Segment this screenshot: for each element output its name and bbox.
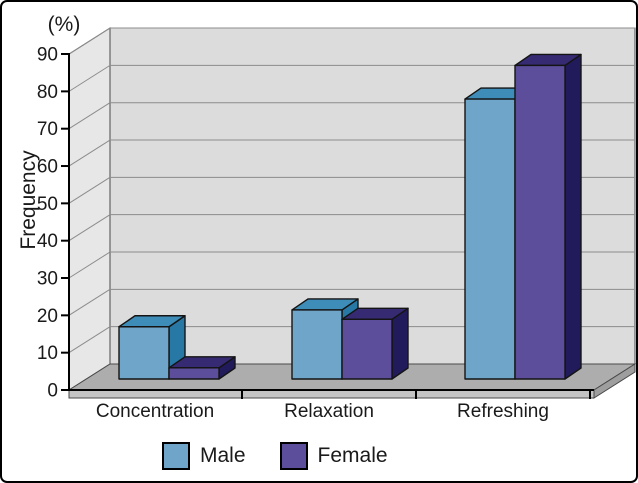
y-axis-title: Frequency xyxy=(17,150,40,250)
bar-female-relaxation xyxy=(341,307,409,380)
y-tick-label: 50 xyxy=(37,194,58,215)
bar-female-refreshing xyxy=(514,53,582,380)
y-tick-label: 60 xyxy=(37,157,58,178)
legend-item-female: Female xyxy=(279,442,388,470)
bar-front-face xyxy=(514,64,566,380)
side-gridline xyxy=(68,176,111,204)
y-axis-unit-label: (%) xyxy=(47,13,81,36)
y-tick-label: 80 xyxy=(37,82,58,103)
side-wall xyxy=(68,27,111,391)
side-gridline xyxy=(68,27,111,55)
x-tick-label-concentration: Concentration xyxy=(95,401,215,422)
bar-front-face xyxy=(291,309,343,380)
bar-front-face xyxy=(168,367,220,380)
bar-front-face xyxy=(464,98,516,380)
bar-front-face xyxy=(118,326,170,380)
bar-female-concentration xyxy=(168,356,236,380)
bar-male-concentration xyxy=(118,315,186,380)
y-tick-label: 10 xyxy=(37,343,58,364)
legend: Male Female xyxy=(162,442,388,470)
y-tick-label: 20 xyxy=(37,306,58,327)
side-gridline xyxy=(68,326,111,354)
y-tick-label: 0 xyxy=(47,381,58,402)
legend-item-male: Male xyxy=(162,442,246,470)
side-gridline xyxy=(68,102,111,130)
legend-swatch-female xyxy=(279,442,308,470)
side-gridline xyxy=(68,214,111,242)
bar-side-face xyxy=(564,53,582,380)
y-tick-label: 40 xyxy=(37,231,58,252)
y-tick-label: 90 xyxy=(37,45,58,66)
y-tick-label: 70 xyxy=(37,119,58,140)
legend-swatch-male xyxy=(162,442,190,470)
legend-label-female: Female xyxy=(317,444,388,467)
x-tick-label-refreshing: Refreshing xyxy=(457,401,549,422)
bar-side-face xyxy=(391,307,409,380)
side-gridline xyxy=(68,139,111,167)
side-gridline xyxy=(68,64,111,92)
legend-label-male: Male xyxy=(200,444,246,467)
y-tick-label: 30 xyxy=(37,269,58,290)
side-gridline xyxy=(68,288,111,316)
floor-front-face xyxy=(68,389,595,399)
side-gridline xyxy=(68,251,111,279)
x-tick-label-relaxation: Relaxation xyxy=(284,401,374,422)
floor-side-face xyxy=(593,363,636,399)
bar-front-face xyxy=(341,318,393,380)
